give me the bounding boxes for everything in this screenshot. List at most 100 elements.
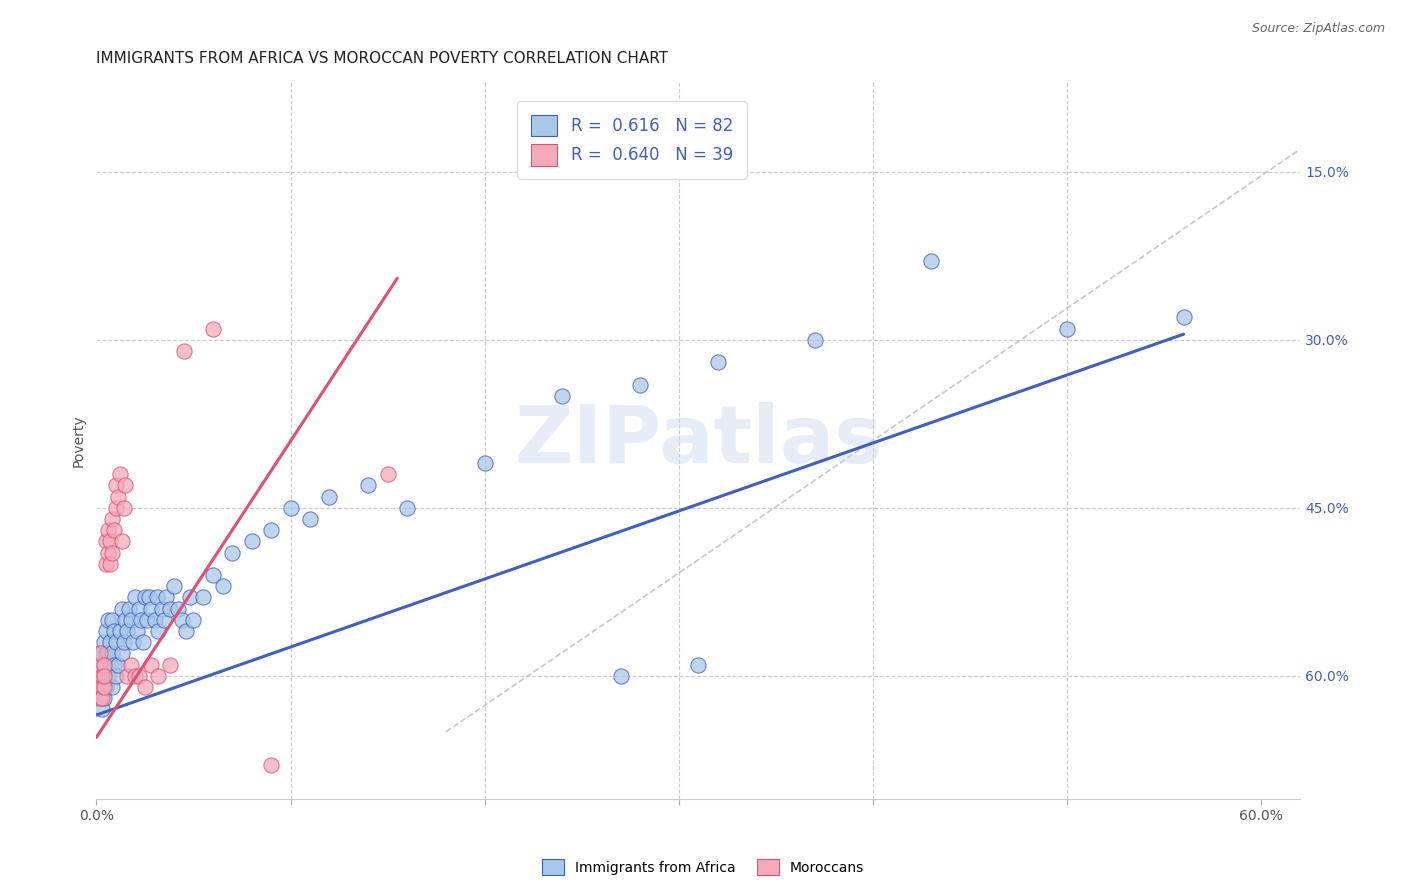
Point [139, 657, 162, 672]
Text: ZIPatlas: ZIPatlas [515, 401, 883, 480]
Point [91, 657, 114, 672]
Point [103, 657, 125, 672]
Point [108, 624, 131, 638]
Point [318, 490, 340, 504]
Point [93, 669, 115, 683]
Point [110, 647, 132, 661]
Point [201, 321, 224, 335]
Point [688, 657, 710, 672]
Point [120, 657, 142, 672]
Text: IMMIGRANTS FROM AFRICA VS MOROCCAN POVERTY CORRELATION CHART: IMMIGRANTS FROM AFRICA VS MOROCCAN POVER… [97, 51, 668, 66]
Point [104, 478, 127, 492]
Point [920, 254, 942, 268]
Point [143, 613, 166, 627]
Point [628, 377, 651, 392]
Point [93, 657, 115, 672]
Point [94, 534, 117, 549]
Point [117, 669, 139, 683]
Point [101, 647, 124, 661]
Point [108, 467, 131, 482]
Point [201, 568, 224, 582]
Point [124, 669, 146, 683]
Point [91, 647, 114, 661]
Point [132, 635, 155, 649]
Point [91, 669, 114, 683]
Point [93, 669, 115, 683]
Point [101, 512, 124, 526]
Point [110, 601, 132, 615]
Point [112, 500, 135, 515]
Point [128, 669, 150, 683]
Point [609, 669, 631, 683]
Point [163, 579, 186, 593]
Point [107, 490, 129, 504]
Point [148, 669, 170, 683]
Point [134, 680, 156, 694]
Point [124, 591, 146, 605]
Legend: Immigrants from Africa, Moroccans: Immigrants from Africa, Moroccans [536, 854, 870, 880]
Point [89, 647, 111, 661]
Point [93, 680, 115, 694]
Point [91, 680, 114, 694]
Point [150, 601, 173, 615]
Point [87, 669, 110, 683]
Point [179, 591, 201, 605]
Point [145, 591, 167, 605]
Point [183, 613, 205, 627]
Point [91, 680, 114, 694]
Point [706, 355, 728, 369]
Point [94, 680, 117, 694]
Point [221, 546, 243, 560]
Point [148, 624, 170, 638]
Point [89, 647, 111, 661]
Point [474, 456, 496, 470]
Point [153, 613, 176, 627]
Point [89, 691, 111, 706]
Point [159, 657, 181, 672]
Point [155, 591, 177, 605]
Point [97, 613, 120, 627]
Point [97, 546, 120, 560]
Point [89, 657, 111, 672]
Point [98, 657, 121, 672]
Point [114, 478, 136, 492]
Y-axis label: Poverty: Poverty [72, 414, 86, 467]
Point [120, 613, 142, 627]
Point [94, 647, 117, 661]
Text: Source: ZipAtlas.com: Source: ZipAtlas.com [1251, 22, 1385, 36]
Point [118, 601, 141, 615]
Point [377, 467, 399, 482]
Point [298, 512, 321, 526]
Point [134, 591, 156, 605]
Legend: R =  0.616   N = 82, R =  0.640   N = 39: R = 0.616 N = 82, R = 0.640 N = 39 [517, 101, 747, 179]
Point [110, 534, 132, 549]
Point [803, 333, 825, 347]
Point [127, 624, 149, 638]
Point [94, 557, 117, 571]
Point [395, 500, 418, 515]
Point [93, 691, 115, 706]
Point [87, 669, 110, 683]
Point [103, 624, 125, 638]
Point [91, 691, 114, 706]
Point [89, 669, 111, 683]
Point [97, 523, 120, 537]
Point [98, 557, 121, 571]
Point [89, 691, 111, 706]
Point [117, 624, 139, 638]
Point [104, 635, 127, 649]
Point [98, 534, 121, 549]
Point [260, 523, 283, 537]
Point [97, 669, 120, 683]
Point [87, 680, 110, 694]
Point [1056, 321, 1078, 335]
Point [174, 624, 197, 638]
Point [91, 702, 114, 716]
Point [107, 657, 129, 672]
Point [94, 624, 117, 638]
Point [129, 613, 152, 627]
Point [114, 613, 136, 627]
Point [191, 591, 214, 605]
Point [122, 635, 145, 649]
Point [94, 657, 117, 672]
